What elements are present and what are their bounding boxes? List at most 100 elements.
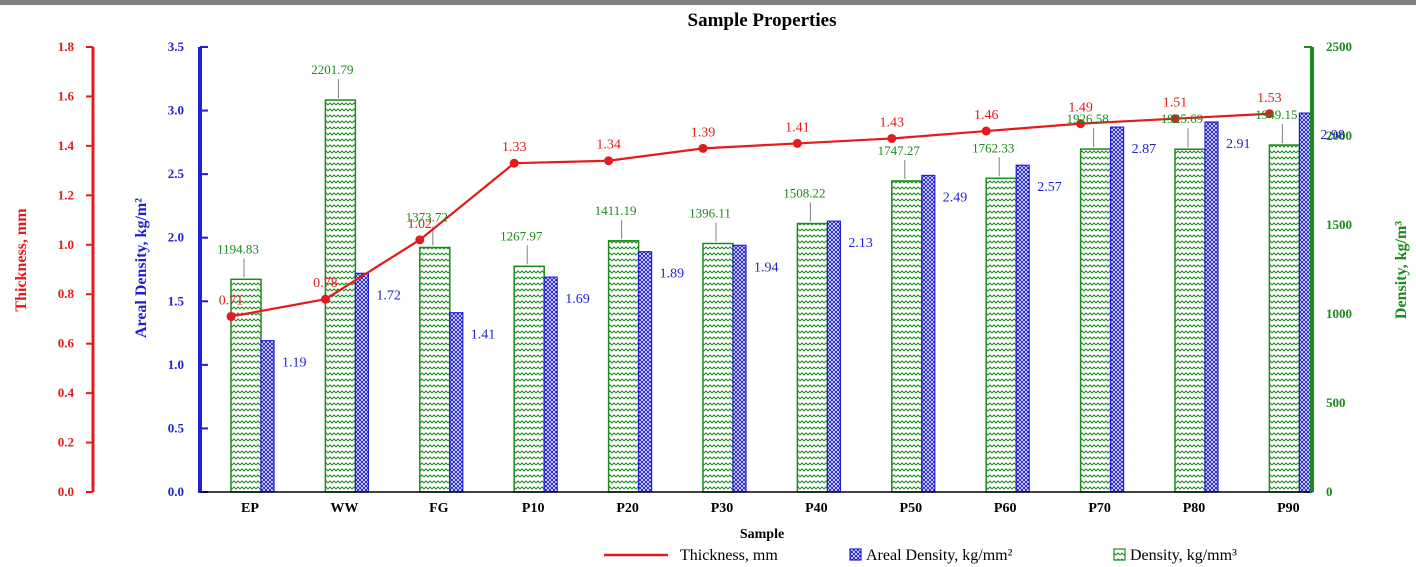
tick-label-areal-density: 2.0 xyxy=(168,230,184,245)
tick-label-areal-density: 3.5 xyxy=(168,39,185,54)
tick-label-density: 1000 xyxy=(1326,306,1352,321)
tick-label-areal-density: 3.0 xyxy=(168,103,184,118)
density-bars xyxy=(230,99,1301,493)
density-data-label: 1925.69 xyxy=(1161,111,1203,126)
tick-label-areal-density: 2.5 xyxy=(168,166,185,181)
category-label: P90 xyxy=(1277,501,1300,516)
areal-density-bars xyxy=(260,112,1314,493)
axis-ticks: 0.0 0.2 0.4 0.6 0.8 1.0 1.2 1.4 1.6 1.8 0.0 0.5 1.0 1… xyxy=(58,39,1352,499)
legend-swatch-areal-density xyxy=(849,548,862,561)
tick-label-density: 500 xyxy=(1326,395,1346,410)
tick-label-density: 1500 xyxy=(1326,217,1352,232)
legend-label-areal-density: Areal Density, kg/mm² xyxy=(866,547,1013,564)
chart-title: Sample Properties xyxy=(688,10,837,31)
legend-label-density: Density, kg/mm³ xyxy=(1130,547,1237,564)
areal-density-data-label: 1.89 xyxy=(660,267,685,282)
thickness-point xyxy=(320,294,330,304)
tick-label-density: 2500 xyxy=(1326,39,1352,54)
thickness-point xyxy=(698,143,708,153)
tick-label-thickness: 0.0 xyxy=(58,484,74,499)
category-label: P30 xyxy=(711,501,734,516)
thickness-data-label: 1.39 xyxy=(691,125,716,140)
areal-density-data-label: 2.87 xyxy=(1132,142,1157,157)
thickness-data-label: 1.46 xyxy=(974,108,999,123)
category-label: P60 xyxy=(994,501,1017,516)
thickness-point xyxy=(415,235,425,245)
density-bar xyxy=(891,180,923,493)
category-label: P10 xyxy=(522,501,545,516)
thickness-data-label: 1.51 xyxy=(1163,96,1188,111)
thickness-point xyxy=(1264,109,1274,119)
areal-density-data-label: 1.41 xyxy=(471,328,496,343)
density-data-label: 1267.97 xyxy=(500,228,543,243)
thickness-data-label: 0.78 xyxy=(313,276,338,291)
tick-label-areal-density: 0.0 xyxy=(168,484,184,499)
legend-label-thickness: Thickness, mm xyxy=(680,547,778,564)
thickness-data-label: 1.43 xyxy=(880,115,905,130)
category-label: EP xyxy=(241,501,259,516)
category-label: P50 xyxy=(900,501,923,516)
areal-density-bar xyxy=(1109,126,1125,493)
density-data-label: 2201.79 xyxy=(311,62,353,77)
density-bar xyxy=(607,240,640,493)
thickness-point xyxy=(887,133,897,143)
category-label: FG xyxy=(429,501,449,516)
x-axis-title: Sample xyxy=(740,527,784,542)
tick-label-thickness: 1.0 xyxy=(58,237,74,252)
category-label: P40 xyxy=(805,501,828,516)
thickness-data-label: 1.49 xyxy=(1068,101,1093,116)
tick-label-density: 0 xyxy=(1326,484,1333,499)
areal-density-bar xyxy=(1015,164,1030,493)
tick-label-density: 2000 xyxy=(1326,128,1352,143)
density-data-label: 1926.58 xyxy=(1066,111,1108,126)
thickness-data-label: 1.02 xyxy=(408,217,433,232)
thickness-data-label: 1.33 xyxy=(502,140,527,155)
density-bar xyxy=(796,222,829,493)
areal-density-data-label: 2.91 xyxy=(1226,137,1251,152)
thickness-point xyxy=(509,158,519,168)
density-data-label: 1411.19 xyxy=(595,203,637,218)
tick-label-thickness: 1.2 xyxy=(58,187,74,202)
density-bar xyxy=(1174,148,1206,493)
y-axis-title-areal-density: Areal Density, kg/m² xyxy=(133,198,150,338)
density-bar xyxy=(1079,148,1112,493)
thickness-data-label: 1.53 xyxy=(1257,91,1282,106)
top-border xyxy=(0,0,1416,5)
areal-density-data-label: 1.69 xyxy=(565,292,590,307)
areal-density-data-label: 2.98 xyxy=(1320,128,1345,143)
tick-label-thickness: 1.6 xyxy=(58,88,75,103)
tick-label-thickness: 1.8 xyxy=(58,39,75,54)
areal-density-data-label: 2.49 xyxy=(943,190,968,205)
axis-lines xyxy=(91,47,1314,493)
tick-label-areal-density: 1.5 xyxy=(168,293,185,308)
areal-density-data-label: 2.13 xyxy=(848,236,873,251)
label-leaders xyxy=(243,79,1283,278)
density-data-label: 1762.33 xyxy=(972,140,1014,155)
thickness-point xyxy=(604,156,614,166)
areal-density-data-label: 2.57 xyxy=(1037,180,1062,195)
y-axis-title-density: Density, kg/m³ xyxy=(1393,221,1410,319)
y-axis-title-thickness: Thickness, mm xyxy=(13,208,30,312)
areal-density-data-label: 1.94 xyxy=(754,260,779,275)
areal-density-bar xyxy=(826,220,842,493)
tick-label-thickness: 1.4 xyxy=(58,138,75,153)
category-label: P80 xyxy=(1183,501,1206,516)
thickness-line xyxy=(226,109,1274,321)
thickness-data-label: 1.34 xyxy=(596,138,621,153)
areal-density-bar xyxy=(1204,121,1219,493)
category-label: P70 xyxy=(1088,501,1111,516)
thickness-point xyxy=(981,126,991,136)
density-data-label: 1747.27 xyxy=(878,143,921,158)
density-bar xyxy=(419,246,451,493)
category-label: WW xyxy=(330,501,358,516)
legend: Thickness, mm Areal Density, kg/mm² Dens… xyxy=(604,547,1237,564)
areal-density-bar xyxy=(260,340,275,493)
density-bar xyxy=(985,177,1017,493)
areal-density-bar xyxy=(543,276,558,493)
tick-label-thickness: 0.2 xyxy=(58,435,74,450)
density-bar xyxy=(702,242,734,493)
thickness-line-path xyxy=(230,112,1270,318)
density-data-label: 1949.15 xyxy=(1255,107,1297,122)
density-data-label: 1396.11 xyxy=(689,205,731,220)
areal-density-bar xyxy=(732,244,747,493)
